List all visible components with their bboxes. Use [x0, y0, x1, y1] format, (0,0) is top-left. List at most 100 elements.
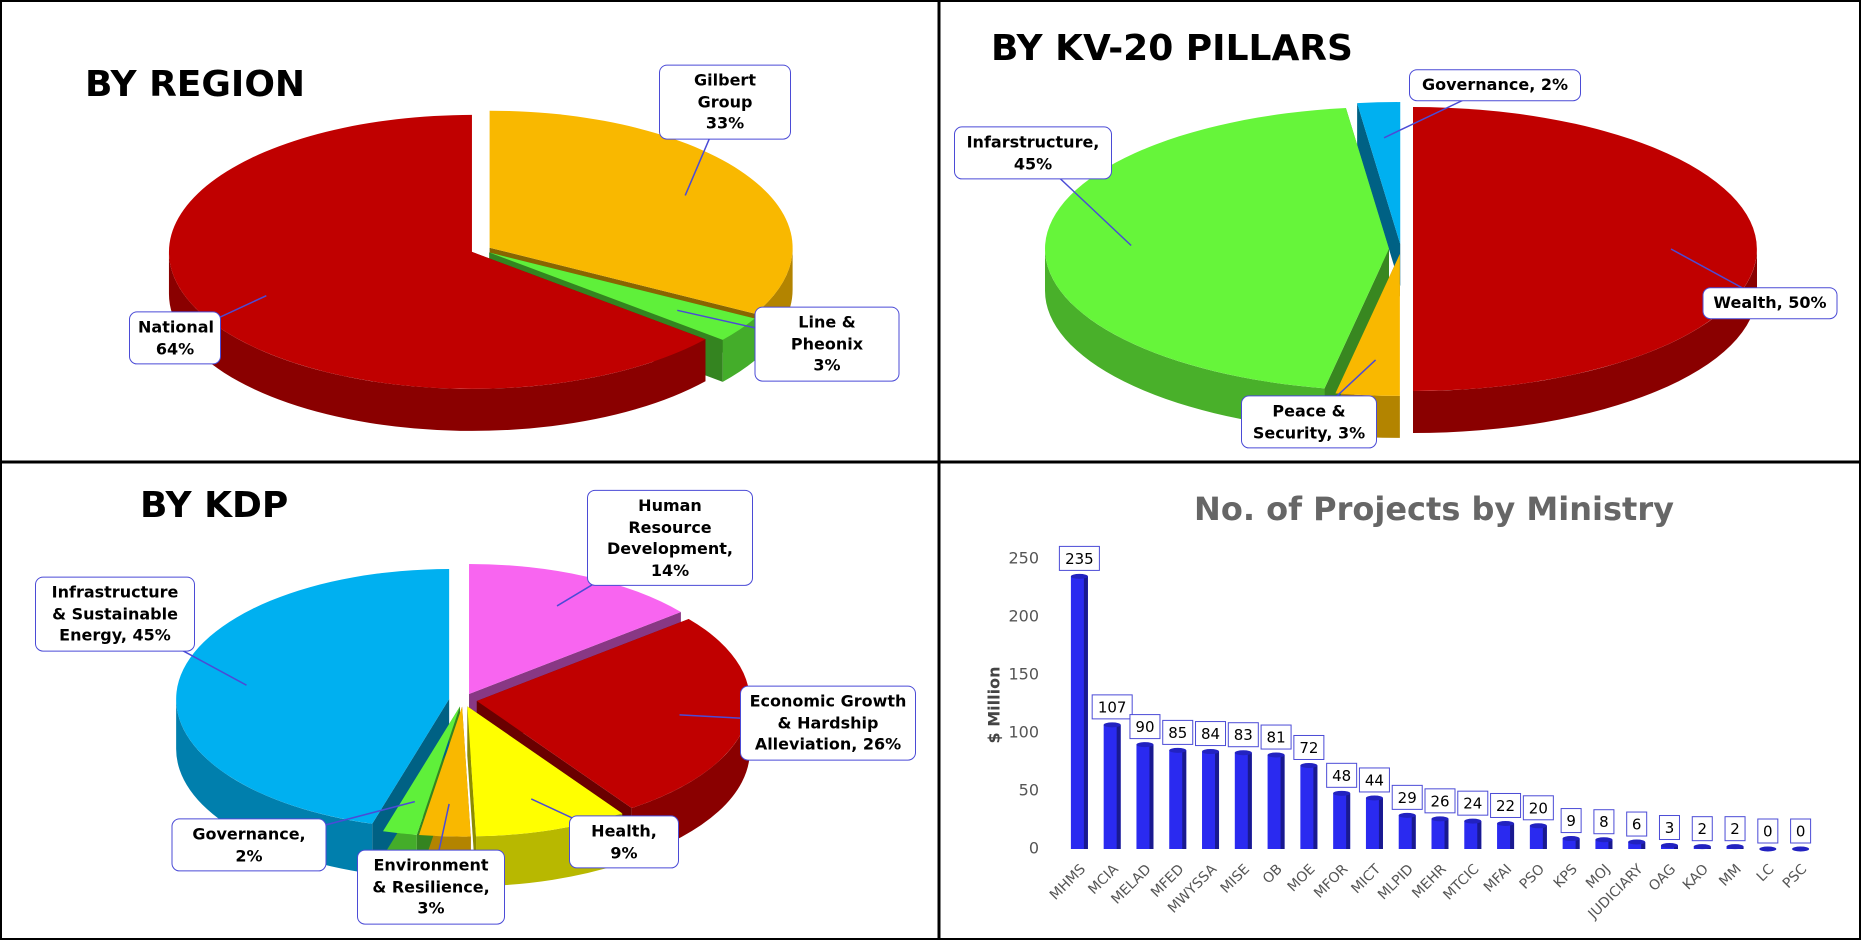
value-box	[1260, 724, 1292, 750]
value-box	[1658, 815, 1680, 841]
bar-cap	[1070, 573, 1088, 579]
value-box	[1162, 719, 1194, 745]
callout: Infrastructure & Sustainable Energy, 45%	[35, 576, 195, 652]
callout: Governance, 2%	[1409, 69, 1581, 101]
callout: Human Resource Development, 14%	[587, 489, 753, 587]
bar-cap	[1759, 846, 1777, 852]
bar-cap	[1333, 790, 1351, 796]
value-label: 90	[1135, 718, 1154, 736]
bar	[1628, 842, 1646, 849]
bar	[1300, 765, 1318, 849]
callout: Infarstructure, 45%	[954, 126, 1112, 180]
value-box	[1358, 767, 1390, 793]
callout-label: Governance, 2%	[1421, 75, 1569, 95]
bar-cap	[1365, 795, 1383, 801]
value-label: 83	[1234, 726, 1253, 744]
value-box	[1326, 762, 1358, 788]
value-box	[1757, 818, 1779, 844]
value-box	[1724, 816, 1746, 842]
callout-category: National	[138, 317, 214, 337]
bar-cap	[1169, 747, 1187, 753]
callout-label: Infrastructure & Sustainable Energy, 45%	[51, 582, 179, 645]
callout-label: Infarstructure, 45%	[966, 132, 1100, 173]
pie-slice	[476, 618, 750, 809]
value-label: 6	[1632, 816, 1642, 834]
bar	[1202, 751, 1220, 849]
bar	[1267, 755, 1285, 849]
value-box	[1457, 790, 1489, 816]
bar-shade	[1510, 823, 1515, 849]
bar-cap	[1726, 844, 1744, 850]
bar-cap	[1202, 749, 1220, 755]
chart-title: BY KV-20 PILLARS	[991, 28, 1353, 69]
pie-tops	[168, 110, 793, 389]
bar	[1431, 818, 1449, 849]
pie-slice	[1357, 102, 1401, 245]
bar	[1497, 823, 1515, 849]
slice-side	[1413, 249, 1757, 433]
value-label: 0	[1796, 823, 1806, 841]
callout-label: 64%	[155, 339, 195, 358]
bar-shade	[1346, 793, 1351, 849]
x-tick-label: MFAI	[1481, 861, 1515, 895]
x-tick-label: KPS	[1551, 861, 1581, 891]
bar-shade	[1182, 750, 1187, 849]
bar-cap	[1497, 820, 1515, 826]
value-box	[1560, 808, 1582, 834]
value-label: 2	[1730, 820, 1740, 838]
callout: Health, 9%	[569, 815, 679, 869]
y-tick-label: 250	[1008, 549, 1039, 568]
bar-shade	[1411, 815, 1416, 849]
pie-slice	[418, 706, 471, 837]
x-tick-label: MISE	[1218, 861, 1253, 896]
callout-label: Health, 9%	[591, 821, 657, 862]
callout-label: 33%	[705, 113, 745, 133]
y-axis-label: $ Million	[985, 667, 1004, 744]
x-tick-label: KAO	[1680, 861, 1712, 893]
value-label: 26	[1430, 792, 1449, 810]
value-box	[1129, 714, 1161, 740]
x-tick-label: MHMS	[1047, 861, 1089, 903]
callout: Economic Growth & Hardship Alleviation, …	[740, 685, 916, 761]
bar	[1103, 724, 1121, 849]
value-box	[1626, 811, 1648, 837]
x-tick-label: MFOR	[1311, 861, 1351, 901]
y-tick-label: 100	[1008, 723, 1039, 742]
value-label: 44	[1365, 771, 1384, 789]
value-box	[1490, 792, 1522, 818]
bar-shade	[1247, 752, 1252, 849]
pie-slice	[176, 569, 450, 824]
value-box	[1424, 788, 1456, 814]
pie-slice	[489, 110, 793, 314]
bar	[1169, 750, 1187, 849]
callout: Environment & Resilience, 3%	[357, 849, 505, 925]
bar	[1365, 797, 1383, 849]
value-label: 20	[1529, 799, 1548, 817]
bar	[1333, 793, 1351, 849]
bar	[1595, 839, 1613, 849]
bar	[1070, 576, 1088, 849]
bar-cap	[1300, 762, 1318, 768]
pie-slice	[1045, 107, 1390, 389]
slice-face	[1357, 103, 1401, 287]
callout-label: Environment & Resilience, 3%	[372, 855, 490, 918]
value-label: 9	[1566, 812, 1576, 830]
pie-slice	[489, 252, 755, 340]
value-box	[1091, 694, 1133, 720]
callout-label: Governance, 2%	[192, 824, 306, 865]
x-tick-label: MLPID	[1375, 861, 1417, 903]
chart-title: BY KDP	[140, 485, 288, 526]
slice-side	[1045, 248, 1325, 431]
x-tick-label: MTCIC	[1440, 861, 1482, 903]
callout-category: Gilbert Group	[694, 70, 756, 112]
callout: Governance, 2%	[171, 818, 327, 872]
bar-shade	[1280, 755, 1285, 849]
value-box	[1593, 809, 1615, 835]
pie-tops	[176, 563, 750, 837]
callout-label: Peace & Security, 3%	[1252, 401, 1366, 442]
value-label: 29	[1398, 789, 1417, 807]
chart-title: BY REGION	[85, 64, 305, 105]
bar-cap	[1398, 812, 1416, 818]
